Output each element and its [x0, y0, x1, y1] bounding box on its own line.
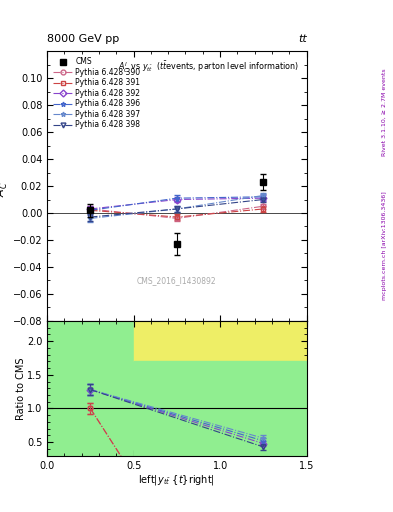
Text: CMS_2016_I1430892: CMS_2016_I1430892 [137, 276, 217, 285]
Text: mcplots.cern.ch [arXiv:1306.3436]: mcplots.cern.ch [arXiv:1306.3436] [382, 191, 387, 300]
Text: Rivet 3.1.10, ≥ 2.7M events: Rivet 3.1.10, ≥ 2.7M events [382, 69, 387, 157]
Text: $A_{C}^{l}$ vs $y_{t\bar{t}}$  ($t\bar{t}$events, parton level information): $A_{C}^{l}$ vs $y_{t\bar{t}}$ ($t\bar{t}… [118, 59, 299, 75]
Legend: CMS, Pythia 6.428 390, Pythia 6.428 391, Pythia 6.428 392, Pythia 6.428 396, Pyt: CMS, Pythia 6.428 390, Pythia 6.428 391,… [51, 55, 143, 132]
Y-axis label: Ratio to CMS: Ratio to CMS [16, 357, 26, 419]
Y-axis label: $A_{C}^{lep}$: $A_{C}^{lep}$ [0, 175, 11, 197]
X-axis label: $\mathrm{left}|y_{t\bar{t}}\ \{t\}\mathrm{right}|$: $\mathrm{left}|y_{t\bar{t}}\ \{t\}\mathr… [138, 473, 215, 487]
Text: 8000 GeV pp: 8000 GeV pp [47, 33, 119, 44]
Text: tt: tt [298, 33, 307, 44]
